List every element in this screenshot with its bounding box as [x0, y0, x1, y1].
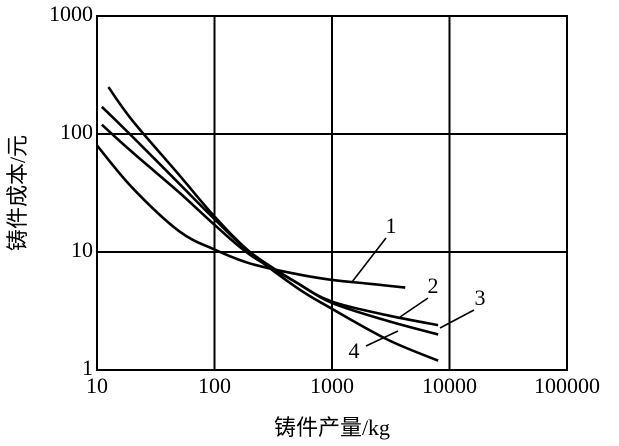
- leader-line: [351, 237, 387, 283]
- y-tick-label: 10: [71, 237, 93, 262]
- cost-curve: [107, 86, 439, 362]
- leader-line: [399, 297, 429, 318]
- curve-label: 2: [428, 273, 439, 298]
- x-axis-label: 铸件产量/kg: [274, 415, 390, 440]
- cost-curve: [100, 123, 439, 336]
- x-tick-label: 100000: [534, 373, 600, 398]
- x-tick-label: 10000: [422, 373, 477, 398]
- x-tick-label: 10: [86, 373, 108, 398]
- x-tick-label: 1000: [310, 373, 354, 398]
- leader-line: [365, 330, 399, 347]
- y-tick-label: 1000: [49, 1, 93, 26]
- leader-line: [439, 309, 475, 329]
- y-tick-label: 1: [82, 355, 93, 380]
- curve-label: 4: [349, 338, 360, 363]
- y-axis-label: 铸件成本/元: [5, 135, 30, 251]
- curve-label: 1: [386, 213, 397, 238]
- curve-label: 3: [475, 285, 486, 310]
- cost-curve: [96, 144, 406, 289]
- x-tick-label: 100: [198, 373, 231, 398]
- y-tick-label: 100: [60, 119, 93, 144]
